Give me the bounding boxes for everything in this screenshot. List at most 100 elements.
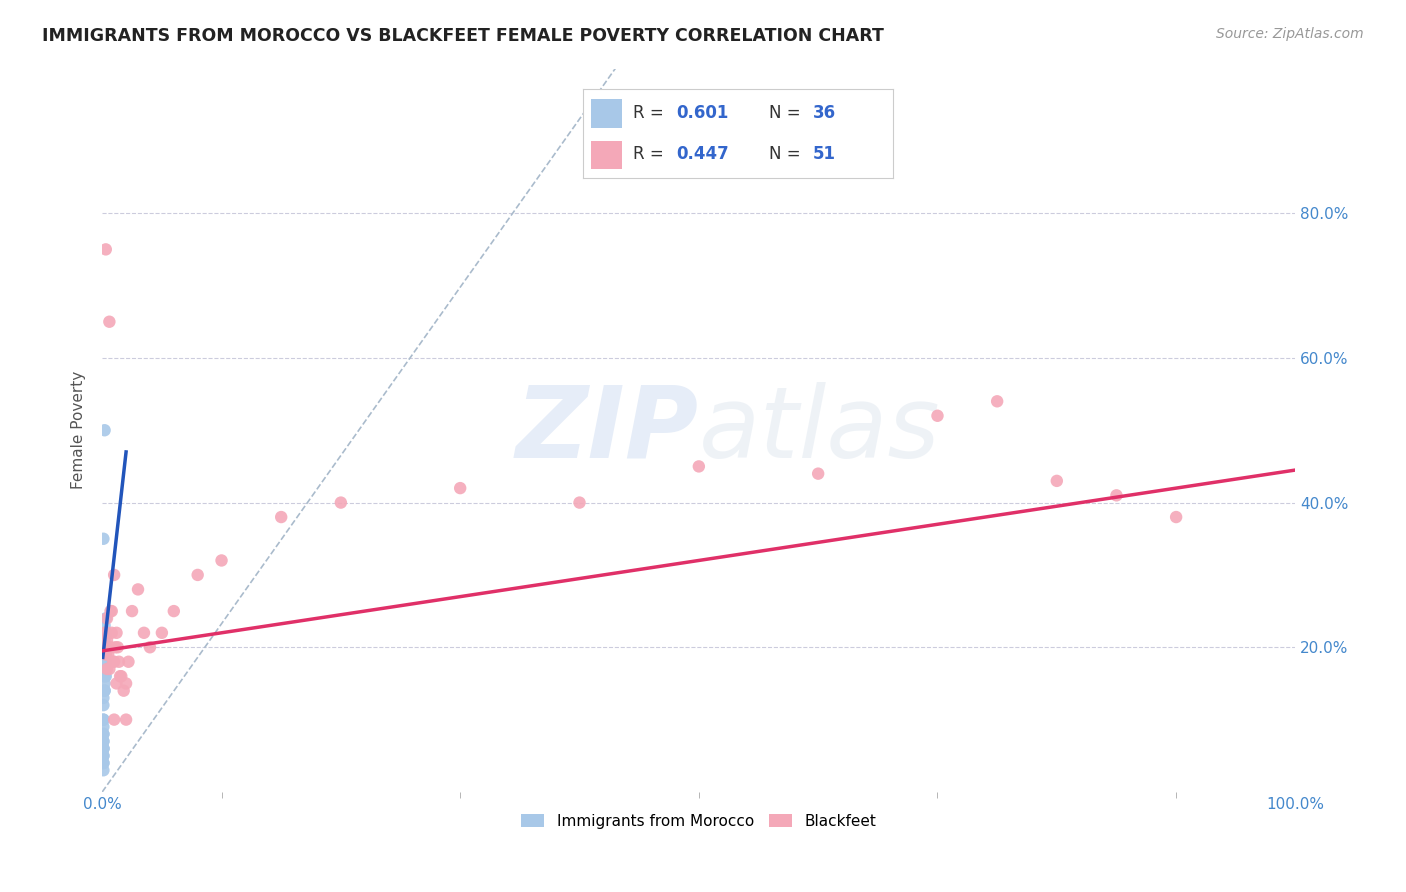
Point — [96, 625, 118, 640]
Text: ZIP: ZIP — [516, 382, 699, 479]
Point — [270, 510, 292, 524]
Point — [97, 640, 120, 655]
Legend: Immigrants from Morocco, Blackfeet: Immigrants from Morocco, Blackfeet — [516, 807, 883, 835]
Text: IMMIGRANTS FROM MOROCCO VS BLACKFEET FEMALE POVERTY CORRELATION CHART: IMMIGRANTS FROM MOROCCO VS BLACKFEET FEM… — [42, 27, 884, 45]
Point — [94, 640, 117, 655]
Point — [100, 640, 122, 655]
Point — [117, 655, 139, 669]
Point — [211, 553, 233, 567]
Point — [93, 756, 115, 770]
Bar — [591, 99, 621, 128]
Point — [115, 713, 138, 727]
Point — [93, 662, 115, 676]
Point — [108, 655, 131, 669]
Point — [93, 640, 115, 655]
Point — [93, 618, 115, 632]
Point — [104, 640, 127, 655]
Text: 51: 51 — [813, 145, 835, 163]
Point — [100, 604, 122, 618]
Point — [98, 315, 121, 329]
Y-axis label: Female Poverty: Female Poverty — [72, 371, 86, 490]
Point — [93, 683, 115, 698]
Point — [112, 683, 135, 698]
Point — [94, 611, 117, 625]
Point — [986, 394, 1008, 409]
Point — [93, 756, 115, 770]
Point — [108, 669, 131, 683]
Point — [1105, 488, 1128, 502]
Point — [94, 669, 117, 683]
Point — [94, 625, 117, 640]
Text: N =: N = — [769, 145, 806, 163]
Point — [150, 625, 173, 640]
Point — [132, 625, 155, 640]
Point — [94, 640, 117, 655]
Point — [93, 741, 115, 756]
Text: 0.601: 0.601 — [676, 104, 728, 122]
Point — [93, 727, 115, 741]
Text: atlas: atlas — [699, 382, 941, 479]
Point — [93, 734, 115, 748]
Point — [93, 532, 115, 546]
Point — [568, 495, 591, 509]
Point — [96, 633, 118, 648]
Point — [94, 648, 117, 662]
Point — [93, 633, 115, 648]
Point — [807, 467, 830, 481]
Point — [449, 481, 471, 495]
Point — [94, 655, 117, 669]
Text: N =: N = — [769, 104, 806, 122]
Point — [93, 690, 115, 705]
Point — [101, 655, 124, 669]
Point — [93, 423, 115, 437]
Point — [103, 713, 125, 727]
Point — [93, 648, 115, 662]
Point — [688, 459, 710, 474]
Text: R =: R = — [633, 145, 669, 163]
Point — [96, 611, 118, 625]
Point — [93, 720, 115, 734]
Point — [105, 625, 128, 640]
Point — [93, 676, 115, 690]
Text: Source: ZipAtlas.com: Source: ZipAtlas.com — [1216, 27, 1364, 41]
Point — [93, 748, 115, 763]
Point — [107, 640, 129, 655]
Point — [93, 734, 115, 748]
Point — [93, 741, 115, 756]
Point — [93, 625, 115, 640]
Point — [98, 662, 121, 676]
Point — [93, 727, 115, 741]
Point — [93, 625, 115, 640]
Point — [93, 713, 115, 727]
Point — [93, 662, 115, 676]
Point — [100, 625, 122, 640]
Point — [96, 662, 118, 676]
Point — [93, 741, 115, 756]
Point — [103, 655, 125, 669]
Point — [115, 676, 138, 690]
Bar — [591, 141, 621, 169]
Point — [97, 648, 120, 662]
Point — [100, 604, 122, 618]
Point — [93, 683, 115, 698]
Text: R =: R = — [633, 104, 669, 122]
Point — [93, 640, 115, 655]
Point — [139, 640, 162, 655]
Point — [93, 748, 115, 763]
Text: 36: 36 — [813, 104, 835, 122]
Point — [1166, 510, 1188, 524]
Point — [94, 243, 117, 257]
Point — [93, 655, 115, 669]
Point — [110, 669, 132, 683]
Point — [93, 669, 115, 683]
Point — [103, 568, 125, 582]
Point — [927, 409, 949, 423]
Point — [93, 713, 115, 727]
Text: 0.447: 0.447 — [676, 145, 730, 163]
Point — [93, 764, 115, 778]
Point — [121, 604, 143, 618]
Point — [93, 698, 115, 713]
Point — [127, 582, 149, 597]
Point — [163, 604, 186, 618]
Point — [329, 495, 352, 509]
